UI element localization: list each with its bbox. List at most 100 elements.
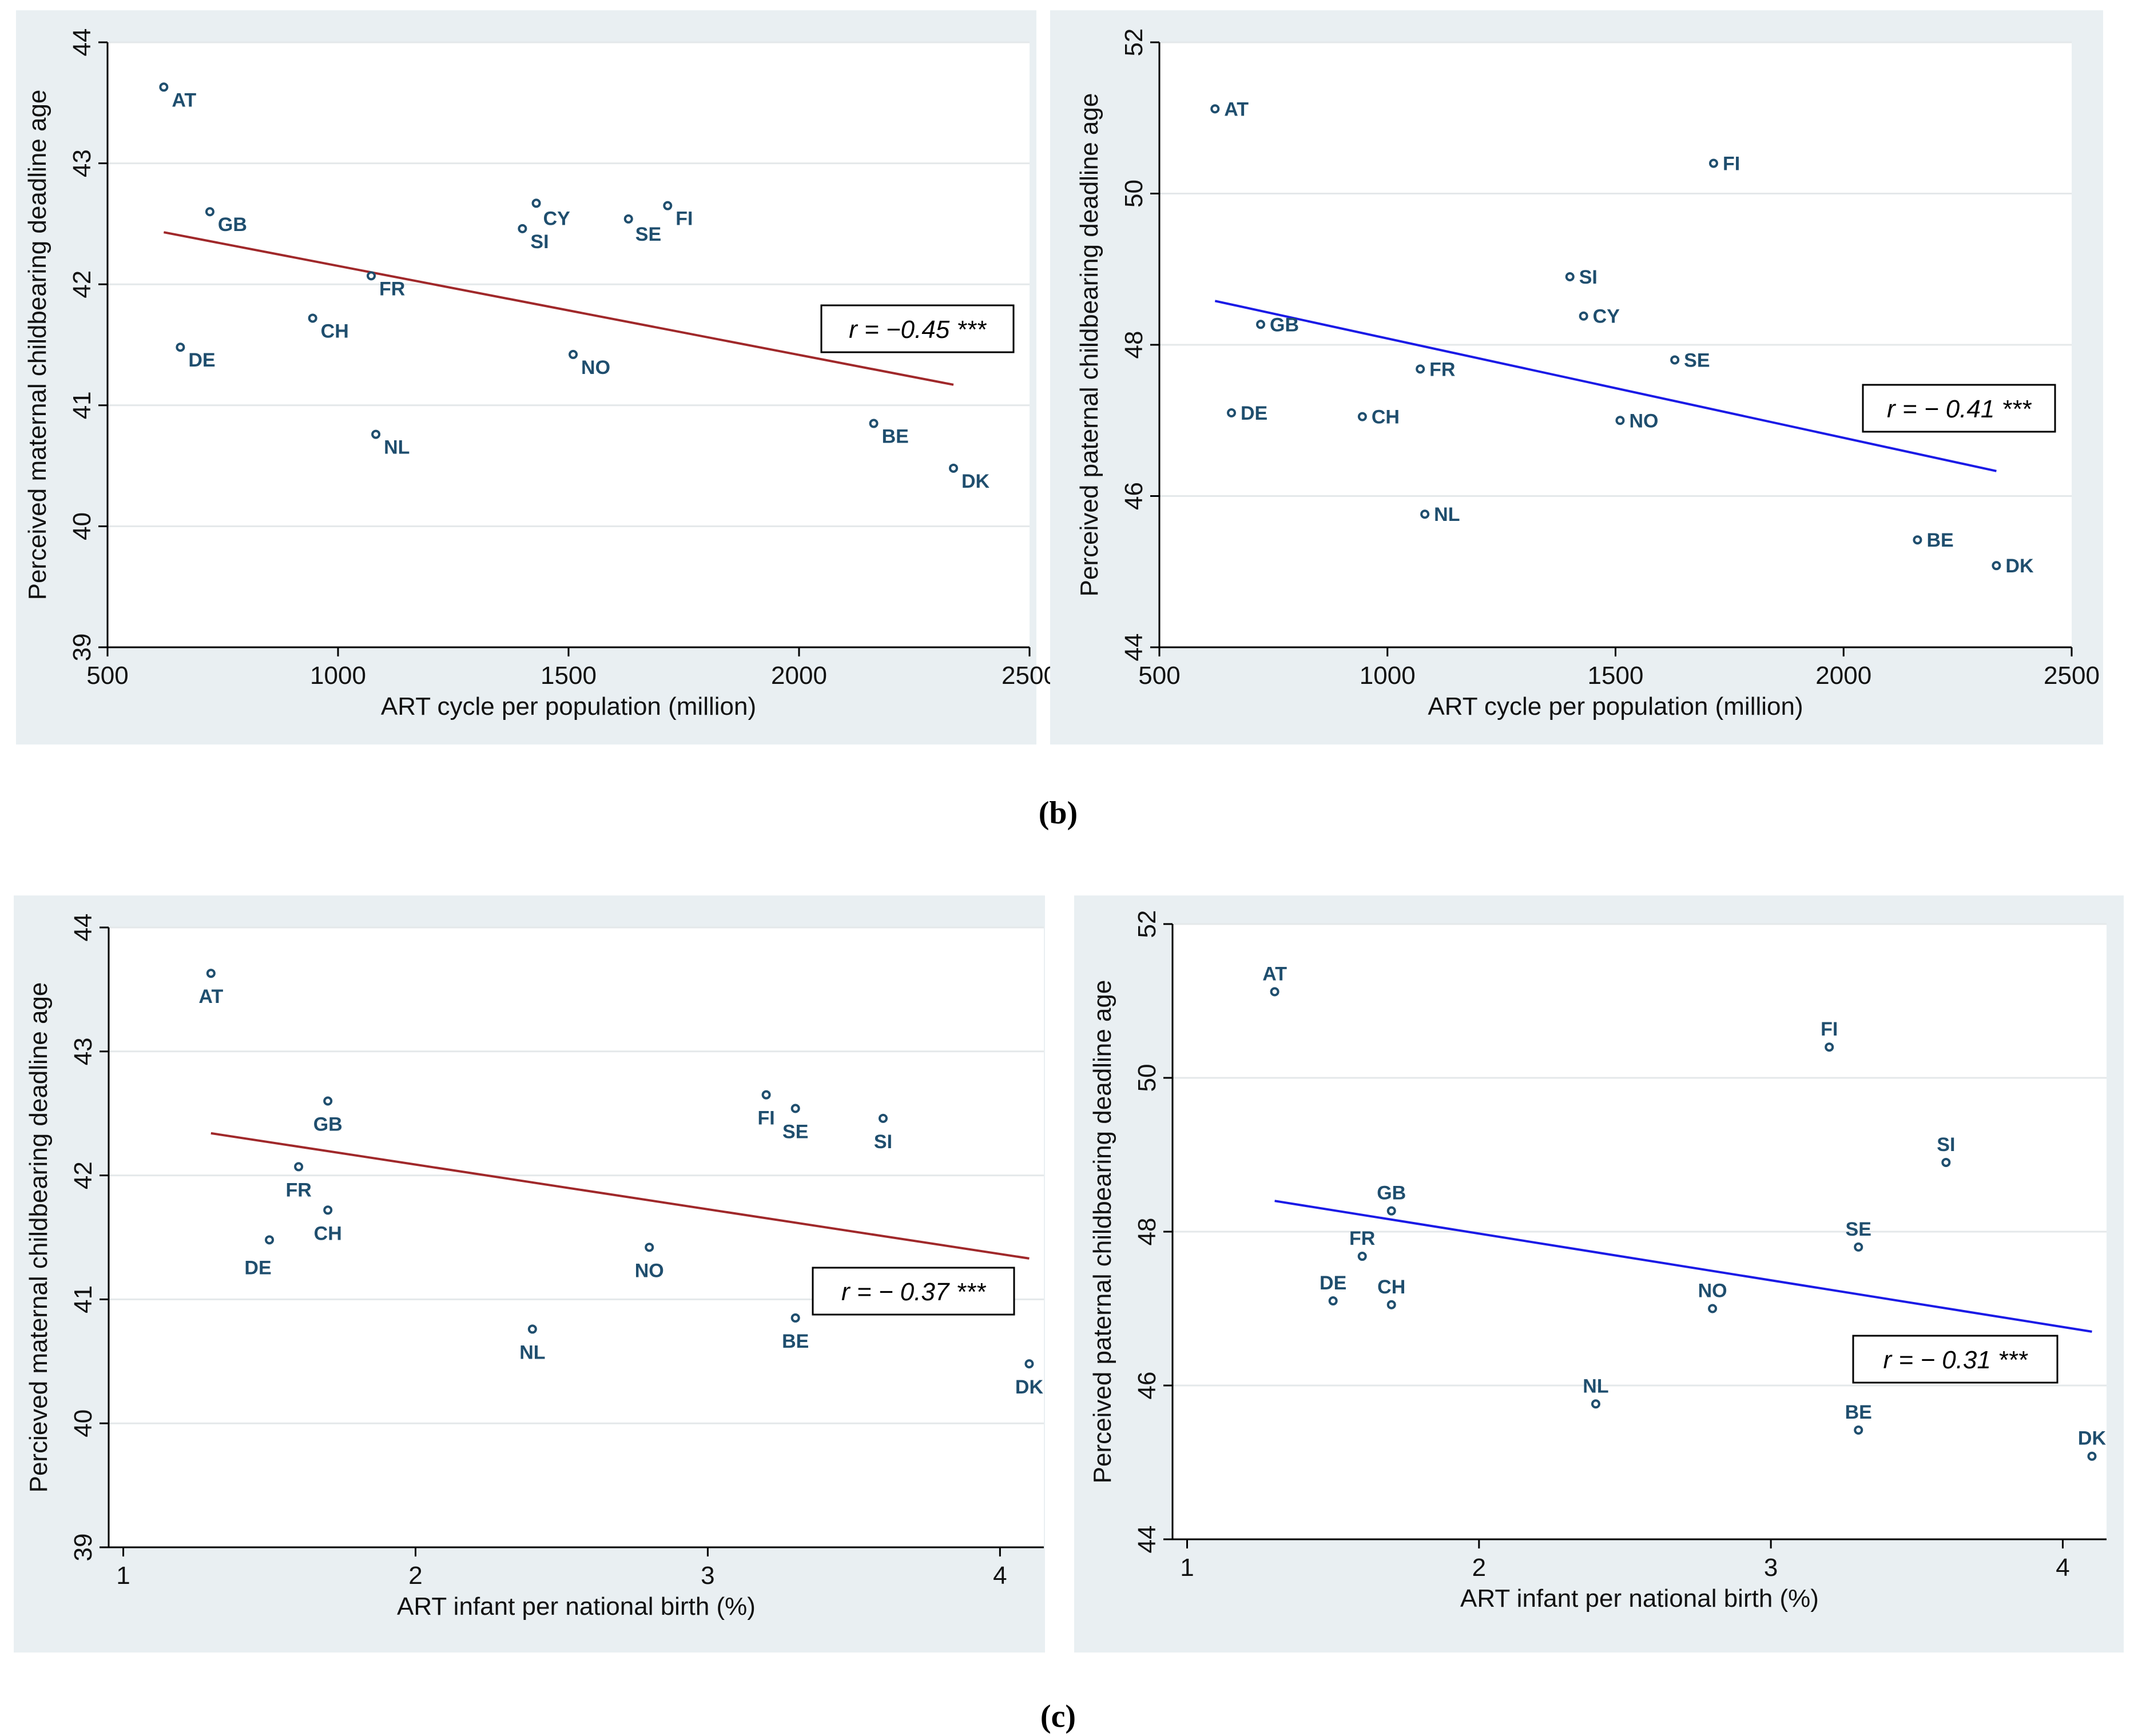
plot-area — [109, 927, 1044, 1547]
data-point-nl — [527, 1324, 537, 1334]
y-tick-label: 41 — [68, 391, 96, 419]
x-tick-label: 4 — [2056, 1554, 2069, 1582]
data-label-no: NO — [1698, 1280, 1727, 1302]
correlation-text: r = −0.45 *** — [849, 316, 987, 344]
data-point-dk — [2087, 1451, 2097, 1461]
data-label-at: AT — [1262, 963, 1287, 985]
data-point-se — [790, 1104, 800, 1113]
data-label-fr: FR — [285, 1179, 311, 1201]
x-tick-label: 2 — [408, 1562, 422, 1590]
x-tick-label: 4 — [993, 1562, 1007, 1590]
data-label-at: AT — [198, 986, 223, 1008]
data-point-be — [1854, 1426, 1863, 1435]
data-point-ch — [1357, 412, 1367, 421]
data-point-si — [518, 224, 527, 233]
x-tick-label: 2500 — [2044, 662, 2100, 690]
data-point-si — [878, 1113, 888, 1123]
y-tick-label: 44 — [68, 29, 96, 57]
data-point-de — [1328, 1296, 1338, 1306]
y-axis-label: Percieved maternal childbearing deadline… — [25, 982, 53, 1493]
y-tick-label: 40 — [69, 1409, 97, 1438]
x-tick-label: 1500 — [541, 662, 597, 690]
data-point-fr — [367, 271, 376, 281]
correlation-text: r = − 0.37 *** — [841, 1278, 987, 1306]
data-point-si — [1565, 272, 1575, 281]
data-label-de: DE — [1320, 1272, 1346, 1294]
data-point-nl — [1420, 509, 1430, 519]
y-tick-label: 40 — [68, 512, 96, 540]
fit-line — [163, 231, 954, 386]
data-label-fr: FR — [1429, 359, 1455, 380]
data-point-fi — [1708, 158, 1718, 168]
caption-b: (b) — [1039, 795, 1078, 831]
y-axis-label: Perceived paternal childbearing deadline… — [1075, 93, 1103, 597]
data-point-de — [265, 1235, 275, 1245]
data-point-se — [1854, 1242, 1863, 1252]
x-tick-label: 2000 — [1815, 662, 1871, 690]
data-point-dk — [1024, 1359, 1034, 1369]
x-tick-label: 2500 — [1002, 662, 1058, 690]
x-tick-label: 1 — [1180, 1554, 1194, 1582]
data-point-cy — [1579, 311, 1588, 321]
x-tick-label: 3 — [701, 1562, 714, 1590]
y-tick-label: 52 — [1120, 29, 1148, 57]
correlation-text: r = − 0.31 *** — [1883, 1346, 2029, 1374]
data-label-fi: FI — [675, 208, 693, 230]
data-point-fr — [294, 1162, 304, 1172]
x-tick-label: 2000 — [771, 662, 827, 690]
data-point-fr — [1416, 364, 1425, 374]
data-label-se: SE — [635, 224, 661, 245]
y-tick-label: 41 — [69, 1285, 97, 1313]
data-label-be: BE — [1845, 1401, 1872, 1423]
data-point-dk — [949, 463, 959, 473]
data-label-cy: CY — [543, 208, 571, 229]
x-axis-label: ART cycle per population (million) — [381, 692, 756, 720]
data-point-de — [1227, 408, 1237, 418]
y-tick-label: 39 — [69, 1534, 97, 1562]
data-point-at — [159, 82, 169, 92]
data-point-nl — [371, 429, 381, 439]
data-point-ch — [323, 1205, 333, 1215]
data-point-gb — [1256, 320, 1266, 329]
y-tick-label: 42 — [68, 270, 96, 298]
data-point-gb — [323, 1096, 333, 1106]
caption-c: (c) — [1040, 1699, 1076, 1734]
y-tick-label: 46 — [1120, 482, 1148, 510]
x-tick-label: 1000 — [310, 662, 366, 690]
x-tick-label: 1000 — [1360, 662, 1416, 690]
y-tick-label: 44 — [69, 914, 97, 942]
data-point-at — [206, 969, 216, 978]
data-label-de: DE — [1241, 403, 1267, 424]
x-tick-label: 1 — [116, 1562, 130, 1590]
data-point-no — [569, 349, 578, 359]
correlation-text: r = − 0.41 *** — [1887, 395, 2032, 423]
data-point-at — [1210, 104, 1220, 114]
data-label-dk: DK — [961, 471, 990, 492]
data-label-gb: GB — [218, 214, 247, 236]
chart-panel-1: 39 40 41 42 43 44 500 1000 1500 2000 2500 ART cycle… — [16, 10, 1058, 744]
data-label-fi: FI — [758, 1108, 775, 1129]
data-label-nl: NL — [1434, 504, 1460, 525]
data-label-no: NO — [581, 357, 610, 379]
x-axis-label: ART infant per national birth (%) — [397, 1592, 756, 1620]
data-point-no — [645, 1243, 654, 1252]
data-point-de — [176, 343, 185, 352]
data-point-be — [790, 1313, 800, 1323]
data-label-be: BE — [882, 426, 909, 448]
data-label-be: BE — [1926, 529, 1953, 551]
x-axis-label: ART infant per national birth (%) — [1460, 1584, 1819, 1612]
y-tick-label: 43 — [69, 1037, 97, 1065]
data-label-gb: GB — [1270, 314, 1299, 336]
data-label-gb: GB — [313, 1114, 343, 1136]
data-label-se: SE — [782, 1121, 808, 1143]
correlation-box — [820, 304, 1015, 353]
y-tick-label: 44 — [1133, 1526, 1161, 1554]
fit-line — [1274, 1200, 2092, 1333]
x-axis-label: ART cycle per population (million) — [1428, 692, 1803, 720]
data-label-se: SE — [1684, 349, 1710, 371]
data-label-gb: GB — [1377, 1182, 1406, 1204]
data-point-cy — [531, 198, 541, 208]
data-point-ch — [1386, 1300, 1396, 1309]
x-tick-label: 500 — [1138, 662, 1180, 690]
